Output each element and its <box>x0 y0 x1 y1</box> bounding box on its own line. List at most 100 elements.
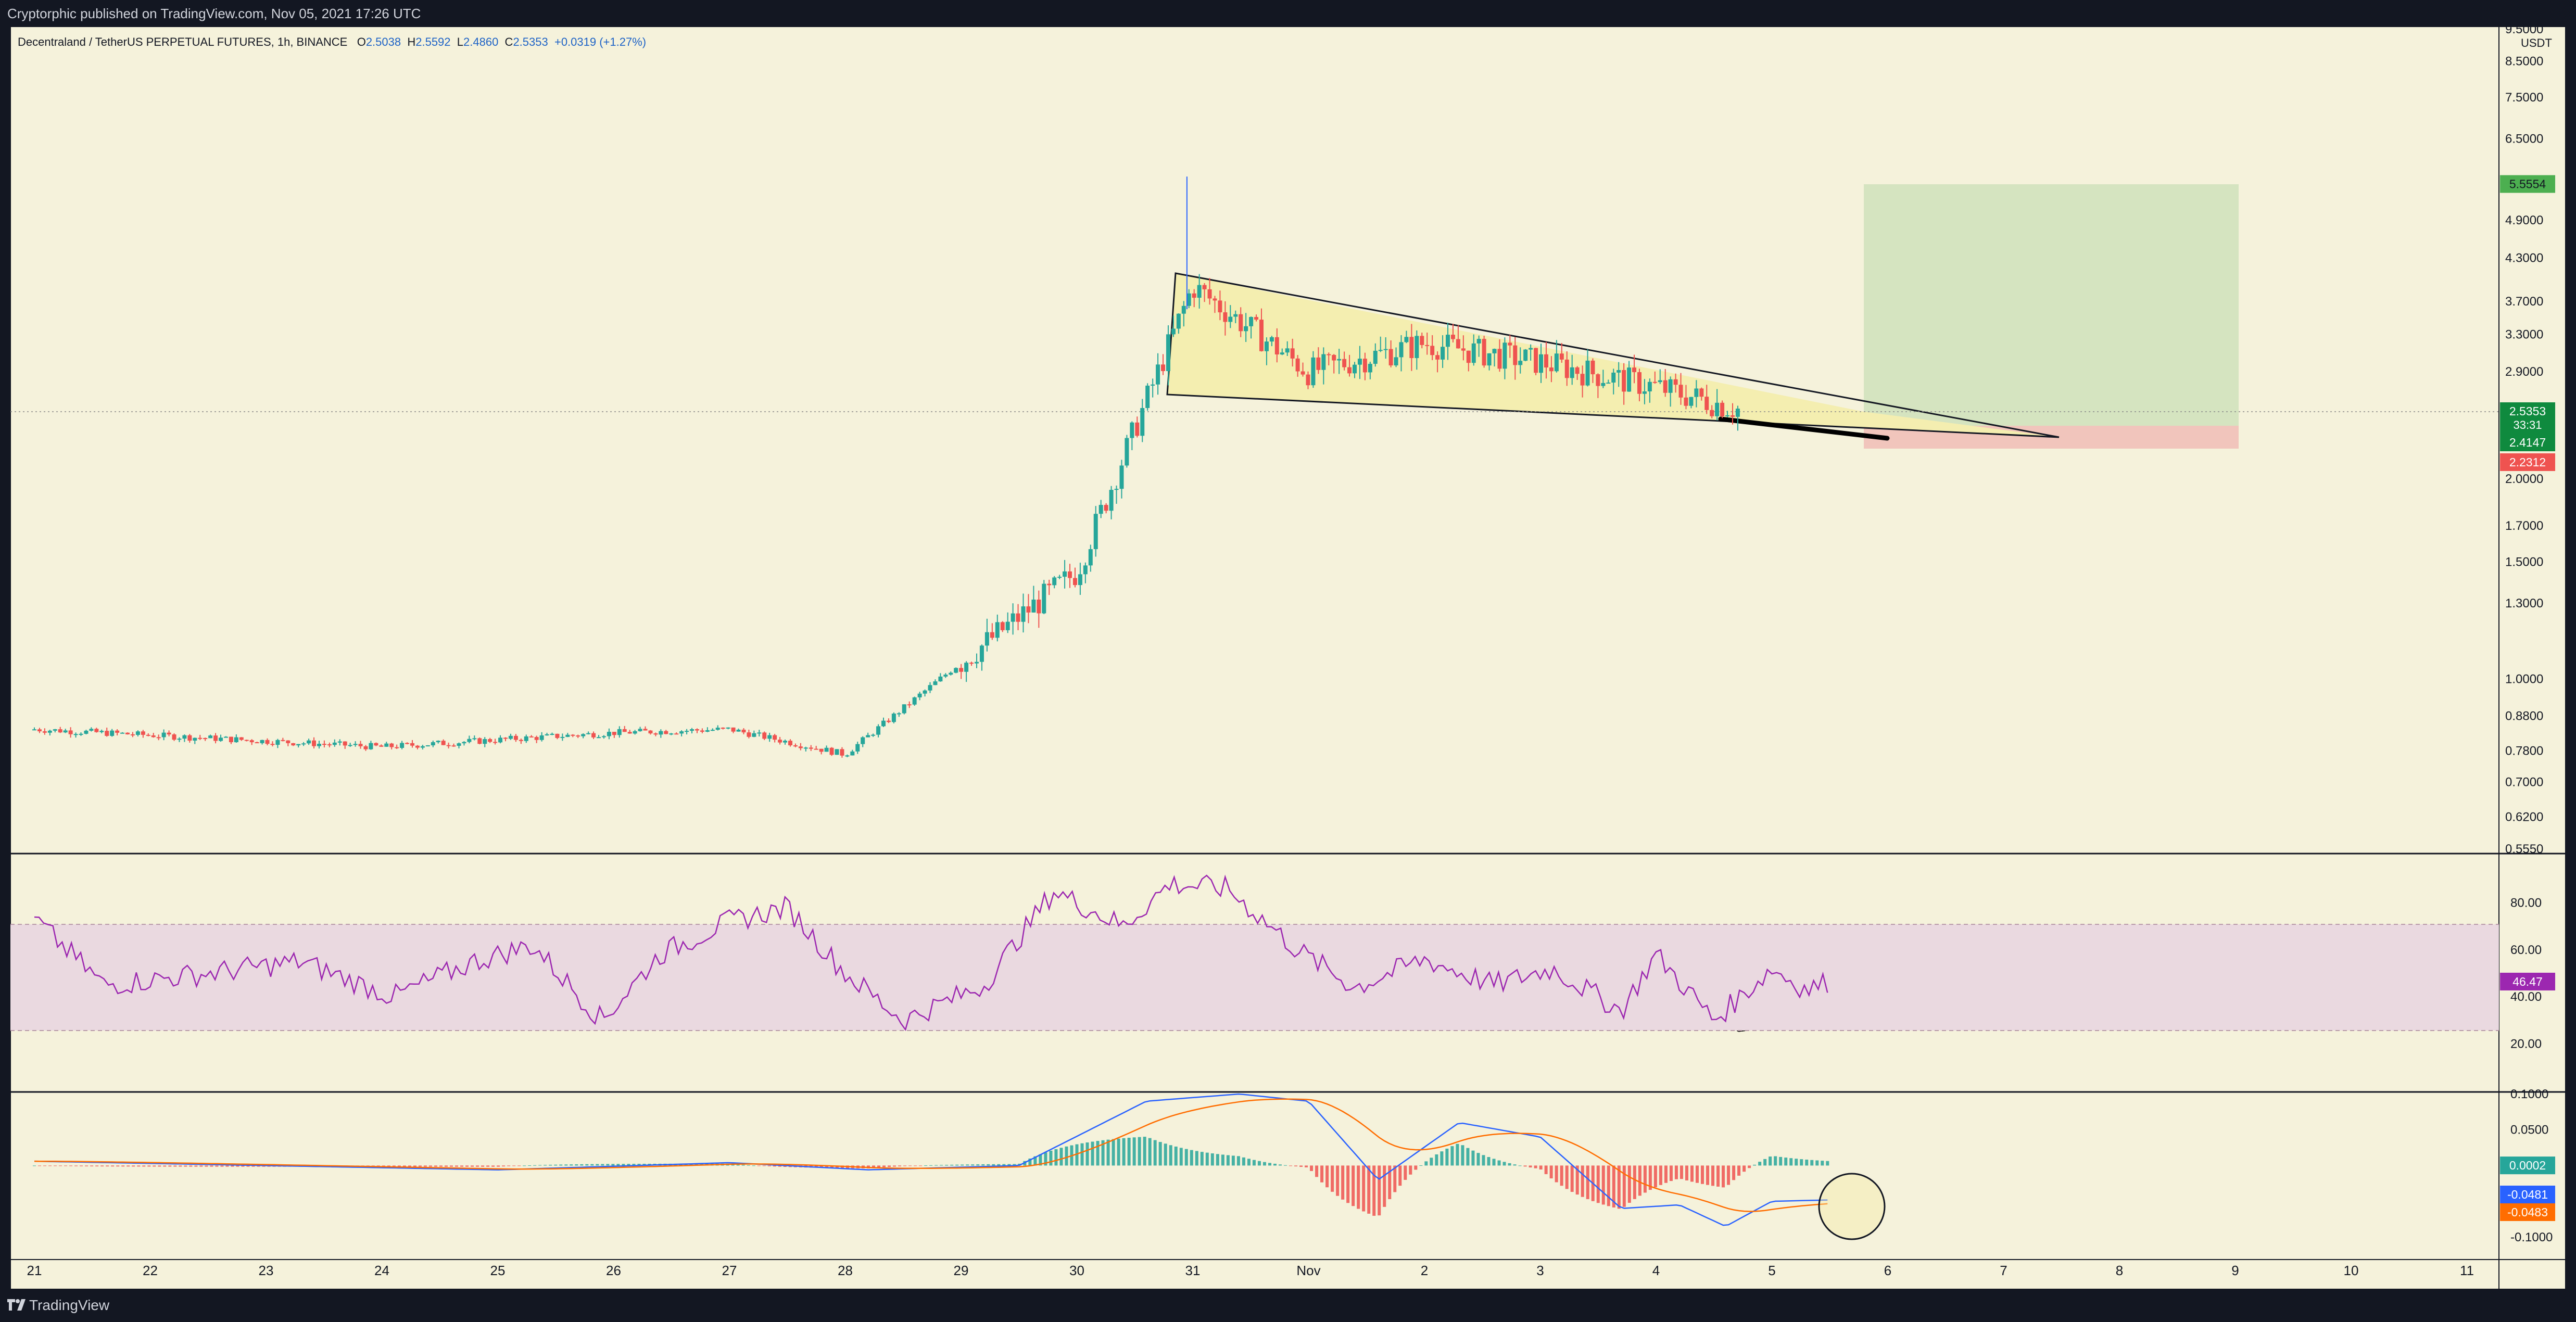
candle-body <box>824 747 829 752</box>
macd-bar <box>127 1165 130 1167</box>
candle-body <box>601 736 606 738</box>
candle-body <box>1642 391 1647 394</box>
candle-body <box>436 741 440 742</box>
candle-body <box>1114 489 1119 490</box>
candle-body <box>1575 367 1580 374</box>
candle-body <box>99 731 104 732</box>
candle-body <box>964 663 969 672</box>
candle-body <box>1725 415 1730 417</box>
candle-body <box>1016 613 1020 622</box>
macd-bar <box>444 1165 448 1167</box>
macd-cross-circle <box>1818 1173 1886 1240</box>
candle-body <box>1088 549 1093 566</box>
candle-body <box>1161 364 1166 371</box>
candle-body <box>700 730 704 732</box>
candle-body <box>1523 349 1528 361</box>
macd-bar <box>1096 1141 1100 1166</box>
candle-body <box>498 738 503 743</box>
time-tick-label: 31 <box>1185 1263 1201 1278</box>
candle-body <box>239 737 244 740</box>
candle-body <box>571 734 575 736</box>
macd-bar <box>903 1165 907 1166</box>
candle-body <box>1492 349 1497 353</box>
macd-bar <box>1529 1165 1532 1168</box>
candle-body <box>1311 357 1316 386</box>
macd-bar <box>1518 1165 1522 1166</box>
candle-body <box>337 741 342 743</box>
macd-bar <box>1044 1152 1047 1166</box>
candle-body <box>1378 350 1383 351</box>
macd-bar <box>1555 1165 1558 1183</box>
candle-body <box>451 745 456 747</box>
macd-bar <box>1049 1150 1053 1166</box>
macd-bar <box>1581 1165 1584 1197</box>
candle-body <box>94 729 99 732</box>
time-tick-label: 2 <box>1421 1263 1428 1278</box>
macd-bar <box>1184 1149 1188 1166</box>
macd-bar <box>1648 1165 1652 1190</box>
candle-body <box>1513 345 1518 365</box>
macd-bar <box>1101 1140 1105 1166</box>
candle-body <box>1673 379 1678 385</box>
macd-bar <box>554 1164 558 1166</box>
macd-bar <box>611 1164 615 1166</box>
candle-body <box>550 733 554 735</box>
tradingview-logo-icon[interactable] <box>7 1298 26 1312</box>
macd-bar <box>585 1164 589 1166</box>
candle-body <box>322 744 326 745</box>
macd-bar <box>773 1165 776 1167</box>
price-tick-label: 3.7000 <box>2505 295 2543 309</box>
time-axis[interactable]: 21 22 23 24 25 26 27 28 29 30 31 Nov 2 3 4 5 6 7 8 9 10 11 <box>27 1263 2474 1278</box>
macd-axis[interactable]: 0.1000 0.0500 -0.1000 <box>2510 1087 2553 1244</box>
macd-bar <box>33 1165 36 1166</box>
macd-bar <box>914 1165 917 1166</box>
macd-bar <box>1315 1165 1319 1177</box>
macd-bar <box>992 1164 995 1166</box>
macd-bar <box>898 1165 902 1166</box>
candle-body <box>472 738 477 740</box>
macd-bar <box>606 1164 610 1166</box>
candle-body <box>42 731 47 733</box>
macd-bar <box>981 1164 985 1166</box>
candle-body <box>659 731 663 735</box>
footer-brand[interactable]: TradingView <box>29 1297 110 1313</box>
candle-body <box>1461 348 1466 351</box>
macd-bar <box>1805 1160 1809 1166</box>
price-tick-label: 1.0000 <box>2505 672 2543 686</box>
candle-body <box>223 736 228 738</box>
signal-line <box>34 1098 1828 1212</box>
macd-bar <box>877 1165 881 1168</box>
candle-body <box>187 735 192 741</box>
macd-bar <box>507 1165 511 1166</box>
candle-body <box>886 720 891 722</box>
time-tick-label: 7 <box>2000 1263 2007 1278</box>
candle-body <box>1151 384 1155 386</box>
candle-body <box>182 735 187 739</box>
macd-bar <box>1320 1165 1324 1183</box>
macd-bar <box>173 1165 177 1167</box>
candle-body <box>917 693 922 697</box>
candle-body <box>1290 348 1295 359</box>
rsi-axis[interactable]: 80.00 60.00 40.00 20.00 <box>2510 896 2542 1051</box>
candle-body <box>814 748 818 750</box>
time-tick-label: 29 <box>954 1263 969 1278</box>
candle-body <box>1342 359 1347 367</box>
macd-bar <box>1143 1137 1146 1166</box>
candle-body <box>995 622 1000 638</box>
candle-body <box>415 745 420 748</box>
macd-bar <box>1596 1165 1600 1203</box>
candle-body <box>1596 374 1600 386</box>
candle-body <box>1011 613 1015 622</box>
candle-body <box>726 727 730 729</box>
macd-bar <box>408 1165 411 1167</box>
candle-body <box>1223 312 1228 322</box>
price-tick-label: 4.3000 <box>2505 251 2543 265</box>
footer-bar: TradingView <box>0 1289 2576 1322</box>
candle-body <box>120 732 125 734</box>
macd-bar <box>1450 1146 1454 1166</box>
macd-bar <box>580 1164 584 1166</box>
macd-bar <box>1534 1165 1537 1168</box>
macd-bar <box>1674 1165 1678 1179</box>
macd-bar <box>455 1165 459 1167</box>
